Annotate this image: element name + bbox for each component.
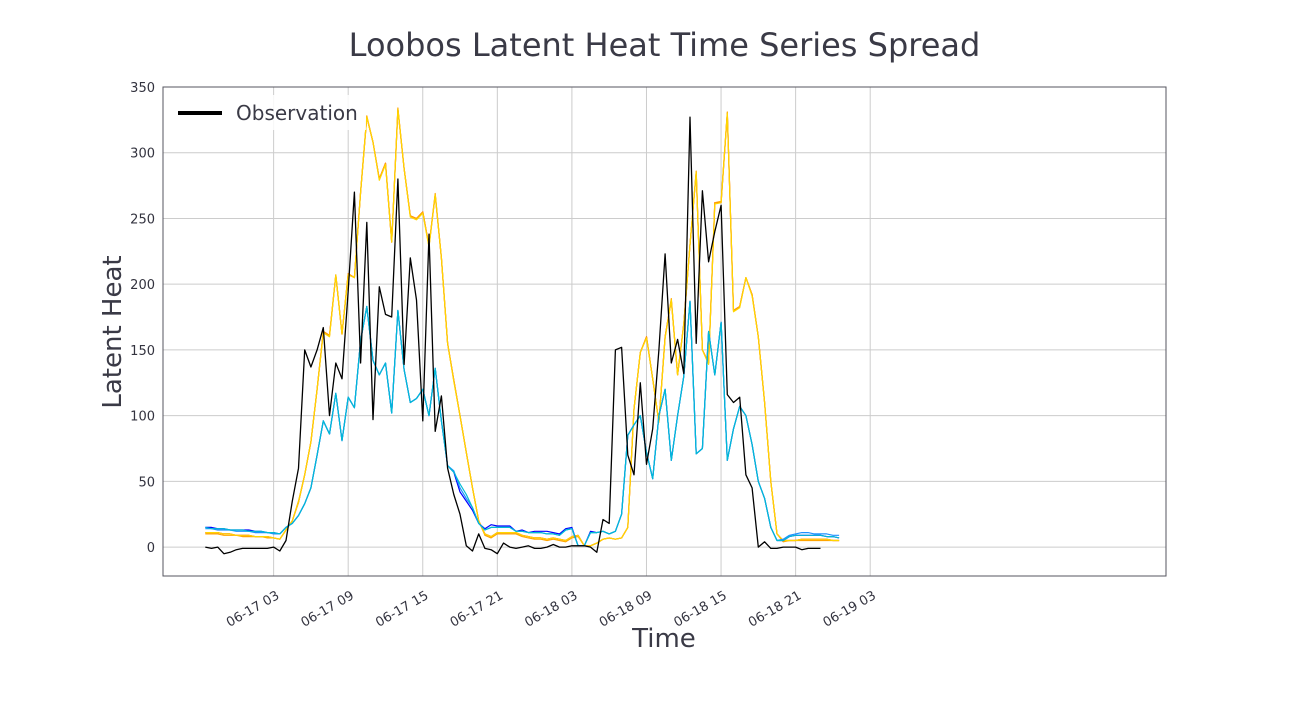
series-line-3 bbox=[205, 108, 840, 547]
y-tick-label: 300 bbox=[130, 147, 155, 162]
x-axis-label: Time bbox=[631, 624, 696, 654]
legend: Observation bbox=[172, 95, 366, 130]
grid-lines bbox=[163, 86, 1166, 576]
x-tick-label: 06-17 21 bbox=[448, 588, 506, 630]
y-tick-label: 150 bbox=[130, 344, 155, 359]
y-tick-label: 350 bbox=[130, 81, 155, 96]
y-tick-label: 200 bbox=[130, 278, 155, 293]
x-tick-label: 06-18 03 bbox=[522, 588, 580, 630]
x-tick-label: 06-17 15 bbox=[373, 588, 431, 630]
chart-title: Loobos Latent Heat Time Series Spread bbox=[348, 26, 981, 64]
x-tick-label: 06-19 03 bbox=[821, 588, 879, 630]
series-line-observation bbox=[205, 116, 821, 555]
y-tick-label: 0 bbox=[147, 541, 155, 556]
y-tick-label: 100 bbox=[130, 410, 155, 425]
plot-area-frame bbox=[162, 86, 1167, 577]
y-axis-label: Latent Heat bbox=[98, 255, 128, 408]
x-tick-label: 06-17 03 bbox=[224, 588, 282, 630]
series-line-2 bbox=[205, 107, 840, 547]
x-tick-label: 06-17 09 bbox=[299, 588, 357, 630]
x-tick-labels: 06-17 03 06-17 09 06-17 15 06-17 21 06-18 03… bbox=[224, 588, 879, 630]
y-tick-label: 250 bbox=[130, 212, 155, 227]
x-tick-label: 06-18 21 bbox=[746, 588, 804, 630]
legend-observation-label: Observation bbox=[236, 101, 358, 125]
y-tick-label: 50 bbox=[138, 475, 155, 490]
series-line-1 bbox=[205, 108, 840, 547]
series-lines bbox=[205, 107, 840, 555]
series-line-6 bbox=[205, 300, 840, 547]
y-tick-labels: 0 50 100 150 200 250 300 350 bbox=[130, 81, 155, 556]
